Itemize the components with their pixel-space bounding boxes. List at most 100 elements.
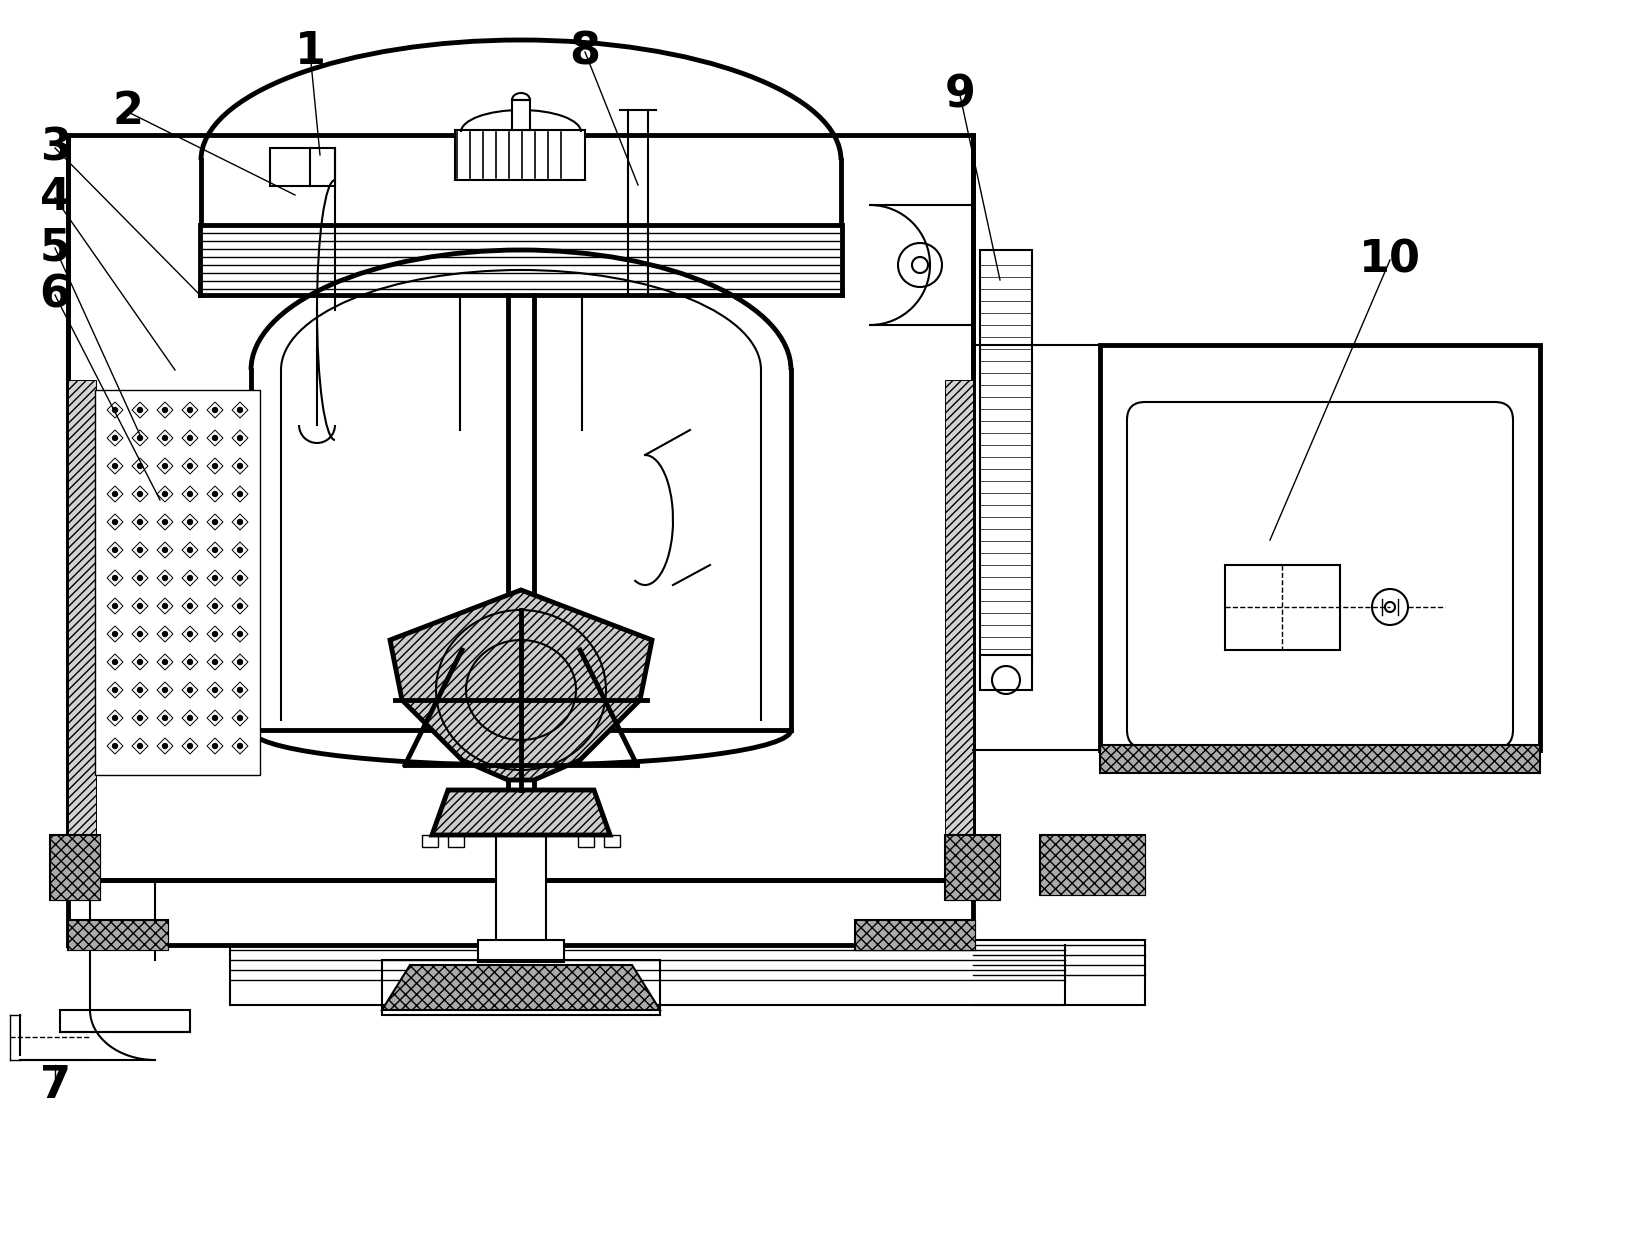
Circle shape <box>113 436 118 441</box>
Bar <box>1039 835 1144 895</box>
Circle shape <box>113 547 118 552</box>
Bar <box>855 920 975 950</box>
Bar <box>422 835 438 847</box>
Circle shape <box>238 604 243 609</box>
Bar <box>604 835 621 847</box>
Bar <box>49 835 100 900</box>
Bar <box>1100 345 1540 750</box>
Bar <box>980 655 1033 690</box>
Text: 8: 8 <box>570 31 601 74</box>
Circle shape <box>212 715 217 720</box>
Circle shape <box>138 520 143 525</box>
Circle shape <box>163 659 167 664</box>
Circle shape <box>138 408 143 412</box>
Bar <box>455 130 585 180</box>
Circle shape <box>163 576 167 580</box>
Circle shape <box>238 715 243 720</box>
Circle shape <box>163 463 167 468</box>
Text: 3: 3 <box>39 126 71 169</box>
Circle shape <box>113 492 118 496</box>
Circle shape <box>238 492 243 496</box>
Text: 1: 1 <box>294 31 325 74</box>
Circle shape <box>113 631 118 636</box>
Bar <box>946 835 1000 900</box>
Circle shape <box>163 547 167 552</box>
Circle shape <box>113 463 118 468</box>
Bar <box>478 940 563 962</box>
Circle shape <box>212 631 217 636</box>
Circle shape <box>138 604 143 609</box>
Circle shape <box>212 659 217 664</box>
Circle shape <box>138 576 143 580</box>
Circle shape <box>187 520 192 525</box>
Circle shape <box>163 688 167 693</box>
Circle shape <box>212 520 217 525</box>
Circle shape <box>212 492 217 496</box>
Bar <box>855 920 975 950</box>
Circle shape <box>113 576 118 580</box>
Circle shape <box>163 743 167 748</box>
Circle shape <box>187 715 192 720</box>
Circle shape <box>138 688 143 693</box>
Circle shape <box>113 688 118 693</box>
Bar <box>67 920 167 950</box>
Circle shape <box>163 715 167 720</box>
Circle shape <box>212 688 217 693</box>
Circle shape <box>163 520 167 525</box>
Bar <box>383 960 660 1015</box>
Circle shape <box>187 743 192 748</box>
Circle shape <box>212 436 217 441</box>
Circle shape <box>212 576 217 580</box>
Circle shape <box>187 604 192 609</box>
Circle shape <box>138 659 143 664</box>
Circle shape <box>212 604 217 609</box>
Circle shape <box>212 743 217 748</box>
Circle shape <box>187 631 192 636</box>
Polygon shape <box>383 965 660 1010</box>
Bar <box>67 135 974 881</box>
Circle shape <box>187 492 192 496</box>
Bar <box>95 390 259 776</box>
Text: 2: 2 <box>113 90 143 133</box>
Circle shape <box>138 715 143 720</box>
Circle shape <box>138 547 143 552</box>
Bar <box>1039 835 1144 895</box>
Text: 9: 9 <box>944 74 975 116</box>
Circle shape <box>138 463 143 468</box>
Circle shape <box>138 436 143 441</box>
FancyBboxPatch shape <box>1126 403 1512 748</box>
Bar <box>946 835 1000 900</box>
Text: 6: 6 <box>39 273 71 316</box>
Circle shape <box>113 520 118 525</box>
Circle shape <box>238 688 243 693</box>
Circle shape <box>212 547 217 552</box>
Circle shape <box>138 743 143 748</box>
Bar <box>496 835 547 945</box>
Circle shape <box>187 688 192 693</box>
Polygon shape <box>391 590 652 781</box>
Circle shape <box>187 547 192 552</box>
Bar <box>980 249 1033 664</box>
Circle shape <box>163 436 167 441</box>
Circle shape <box>138 631 143 636</box>
Bar <box>61 1010 190 1032</box>
Bar <box>1100 745 1540 773</box>
Text: 7: 7 <box>39 1063 71 1107</box>
Circle shape <box>212 463 217 468</box>
Bar <box>578 835 594 847</box>
Circle shape <box>163 631 167 636</box>
Circle shape <box>187 576 192 580</box>
Circle shape <box>163 408 167 412</box>
Bar <box>67 920 167 950</box>
Circle shape <box>113 743 118 748</box>
Circle shape <box>238 408 243 412</box>
Circle shape <box>187 436 192 441</box>
Circle shape <box>238 547 243 552</box>
Text: 5: 5 <box>39 226 71 269</box>
Circle shape <box>238 463 243 468</box>
Polygon shape <box>432 790 609 835</box>
Circle shape <box>238 631 243 636</box>
Circle shape <box>113 604 118 609</box>
Circle shape <box>238 520 243 525</box>
Circle shape <box>113 715 118 720</box>
